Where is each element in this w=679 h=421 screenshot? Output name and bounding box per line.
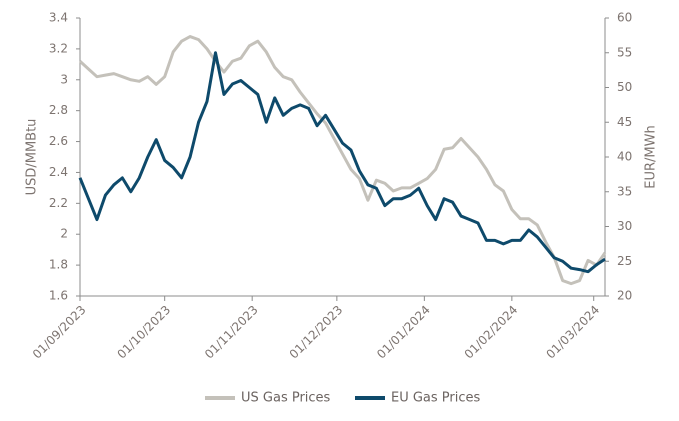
y2-tick-label: 50 xyxy=(617,80,632,94)
x-tick-label: 01/11/2023 xyxy=(202,303,261,362)
y-tick-label: 1.8 xyxy=(49,258,68,272)
x-tick-label: 01/02/2024 xyxy=(462,303,521,362)
y-tick-label: 1.6 xyxy=(49,289,68,303)
x-tick-label: 01/09/2023 xyxy=(30,303,89,362)
legend-label: US Gas Prices xyxy=(241,391,331,406)
x-tick-label: 01/03/2024 xyxy=(543,303,602,362)
y2-tick-label: 40 xyxy=(617,150,632,164)
y2-tick-label: 60 xyxy=(617,11,632,25)
series-line xyxy=(78,51,606,274)
y-tick-label: 2.4 xyxy=(49,165,68,179)
series-line xyxy=(78,35,607,286)
y-tick-label: 2.8 xyxy=(49,103,68,117)
y-tick-label: 2.2 xyxy=(49,196,68,210)
legend-label: EU Gas Prices xyxy=(391,391,481,406)
y-tick-label: 3.4 xyxy=(49,11,68,25)
y2-tick-label: 45 xyxy=(617,115,632,129)
y2-axis-label: EUR/MWh xyxy=(644,125,659,188)
x-tick-label: 01/12/2023 xyxy=(287,303,346,362)
y2-tick-label: 20 xyxy=(617,289,632,303)
y2-tick-label: 30 xyxy=(617,219,632,233)
y2-tick-label: 25 xyxy=(617,254,632,268)
y2-tick-label: 35 xyxy=(617,184,632,198)
y-tick-label: 2.6 xyxy=(49,134,68,148)
y-tick-label: 2 xyxy=(60,227,68,241)
x-tick-label: 01/01/2024 xyxy=(374,303,433,362)
x-tick-label: 01/10/2023 xyxy=(114,303,173,362)
y-tick-label: 3 xyxy=(60,72,68,86)
y-axis-label: USD/MMBtu xyxy=(25,119,40,196)
y2-tick-label: 55 xyxy=(617,45,632,59)
y-tick-label: 3.2 xyxy=(49,41,68,55)
